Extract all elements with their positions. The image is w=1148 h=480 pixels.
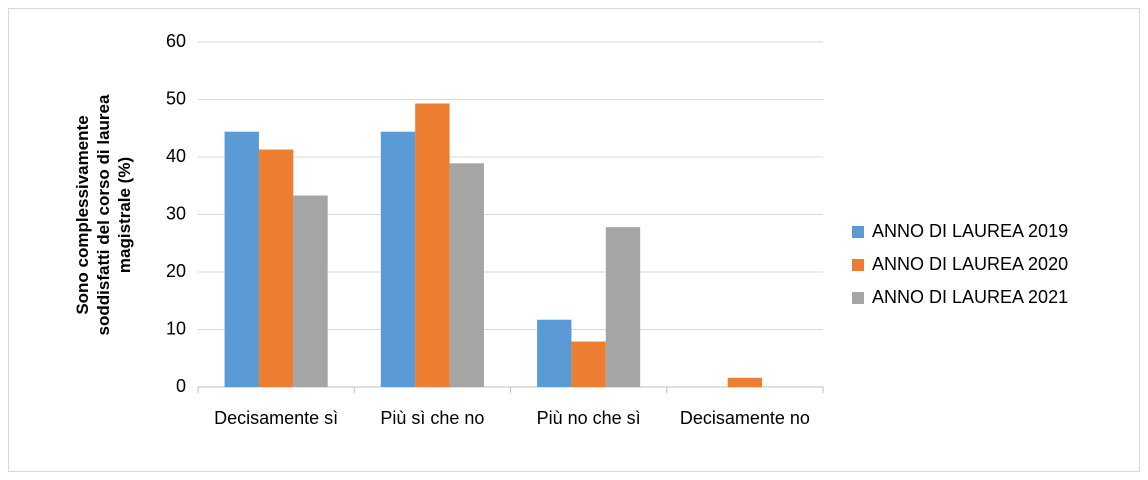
legend-swatch (852, 226, 864, 238)
chart-frame (8, 8, 1140, 472)
bar (727, 377, 763, 387)
y-tick-label: 20 (166, 261, 186, 281)
y-tick-label: 50 (166, 88, 186, 108)
x-tick-label: Decisamente no (680, 408, 810, 428)
bar (415, 103, 450, 388)
x-tick-label: Decisamente sì (214, 408, 338, 428)
x-tick-label: Più sì che no (380, 408, 484, 428)
bar (224, 131, 259, 387)
legend-label: ANNO DI LAUREA 2019 (872, 221, 1068, 241)
y-tick-label: 30 (166, 203, 186, 223)
bar (449, 163, 484, 387)
x-tick-label: Più no che sì (537, 408, 641, 428)
y-tick-label: 10 (166, 318, 186, 338)
bar (380, 131, 416, 387)
y-tick-label: 60 (166, 31, 186, 51)
y-axis-label: Sono complessivamente soddisfatti del cor… (73, 94, 134, 335)
legend-label: ANNO DI LAUREA 2020 (872, 254, 1068, 274)
bar (571, 341, 606, 387)
y-tick-label: 40 (166, 146, 186, 166)
bar (537, 319, 572, 387)
y-tick-label: 0 (176, 376, 186, 396)
bar (605, 227, 641, 387)
legend-label: ANNO DI LAUREA 2021 (872, 287, 1068, 307)
bar (293, 195, 328, 387)
legend-swatch (852, 292, 864, 304)
bar (258, 149, 294, 387)
legend-swatch (852, 259, 864, 271)
